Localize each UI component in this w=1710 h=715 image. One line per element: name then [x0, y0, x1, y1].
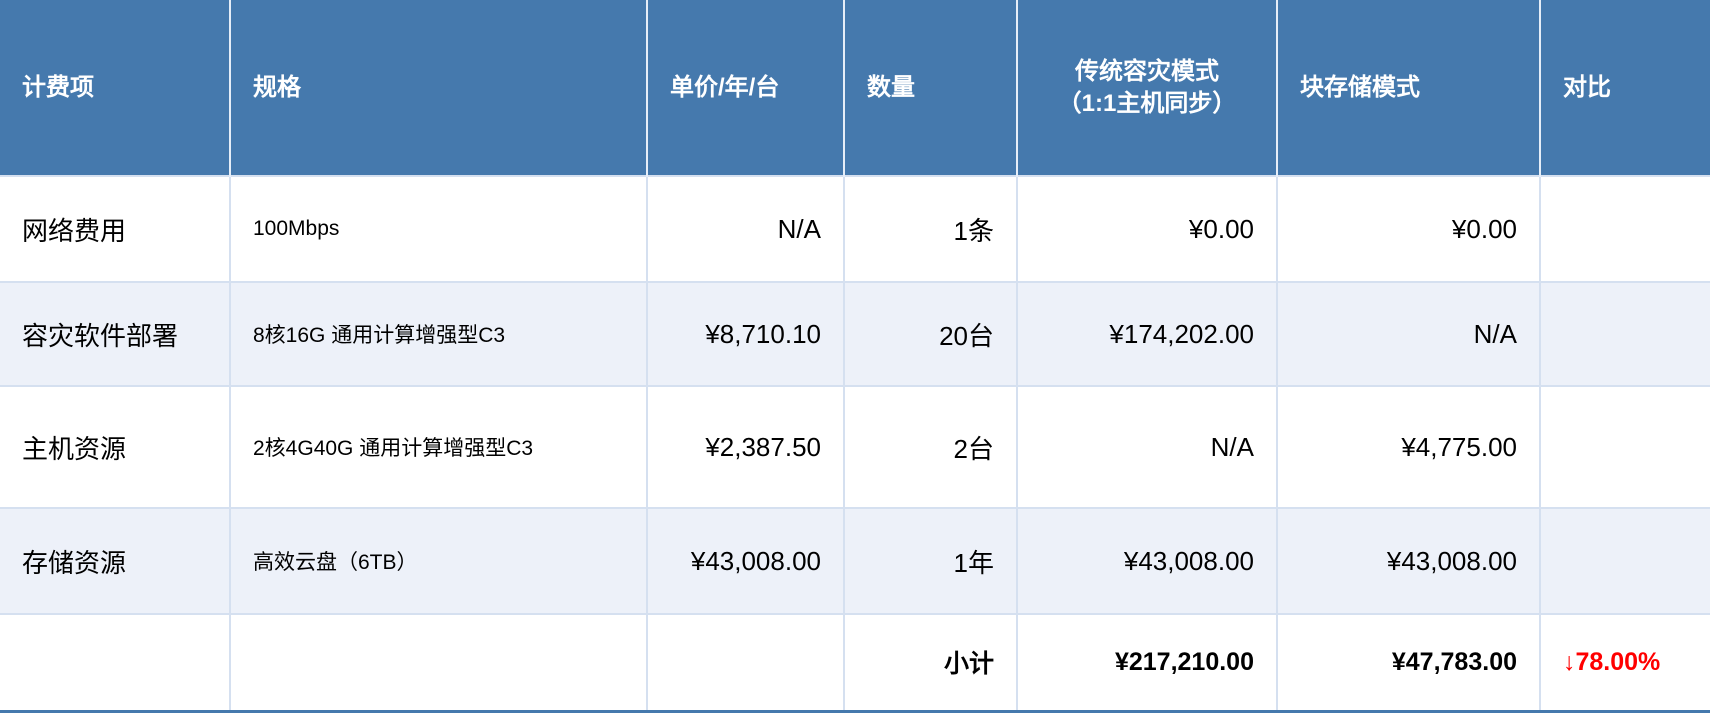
cell-traditional: ¥43,008.00 [1017, 507, 1278, 614]
table-row: 容灾软件部署 8核16G 通用计算增强型C3 ¥8,710.10 20台 ¥17… [0, 281, 1710, 386]
cell-item: 网络费用 [0, 175, 231, 282]
cell-compare [1540, 175, 1710, 282]
cell-block: ¥0.00 [1277, 175, 1541, 282]
subtotal-traditional: ¥217,210.00 [1017, 613, 1278, 713]
table-row: 主机资源 2核4G40G 通用计算增强型C3 ¥2,387.50 2台 N/A … [0, 385, 1710, 508]
header-traditional-line2: （1:1主机同步） [1057, 89, 1237, 117]
cell-item: 存储资源 [0, 507, 231, 614]
header-price: 单价/年/台 [647, 0, 845, 176]
table-row: 存储资源 高效云盘（6TB） ¥43,008.00 1年 ¥43,008.00 … [0, 507, 1710, 614]
cell-compare [1540, 385, 1710, 508]
subtotal-compare: ↓78.00% [1540, 613, 1710, 713]
cell-spec: 100Mbps [230, 175, 648, 282]
header-row: 计费项 规格 单价/年/台 数量 传统容灾模式 （1:1主机同步） 块存储模式 对… [0, 0, 1710, 176]
subtotal-label: 小计 [844, 613, 1018, 713]
cell-qty: 1条 [844, 175, 1018, 282]
subtotal-block: ¥47,783.00 [1277, 613, 1541, 713]
header-traditional: 传统容灾模式 （1:1主机同步） [1017, 0, 1278, 176]
header-item: 计费项 [0, 0, 231, 176]
header-block: 块存储模式 [1277, 0, 1541, 176]
header-spec: 规格 [230, 0, 648, 176]
cell-spec: 8核16G 通用计算增强型C3 [230, 281, 648, 386]
cell-qty: 2台 [844, 385, 1018, 508]
cell-compare [1540, 507, 1710, 614]
cell-qty: 20台 [844, 281, 1018, 386]
cell-compare [1540, 281, 1710, 386]
cell-empty [0, 613, 231, 713]
cell-traditional: ¥174,202.00 [1017, 281, 1278, 386]
header-qty: 数量 [844, 0, 1018, 176]
cell-qty: 1年 [844, 507, 1018, 614]
header-traditional-line1: 传统容灾模式 [1075, 57, 1219, 85]
cell-block: ¥4,775.00 [1277, 385, 1541, 508]
cell-spec: 高效云盘（6TB） [230, 507, 648, 614]
cell-price: ¥8,710.10 [647, 281, 845, 386]
cell-item: 主机资源 [0, 385, 231, 508]
cell-item: 容灾软件部署 [0, 281, 231, 386]
cell-empty [647, 613, 845, 713]
subtotal-row: 小计 ¥217,210.00 ¥47,783.00 ↓78.00% [0, 613, 1710, 713]
cell-traditional: N/A [1017, 385, 1278, 508]
table-row: 网络费用 100Mbps N/A 1条 ¥0.00 ¥0.00 [0, 175, 1710, 282]
cell-block: N/A [1277, 281, 1541, 386]
cell-price: N/A [647, 175, 845, 282]
cell-empty [230, 613, 648, 713]
header-compare: 对比 [1540, 0, 1710, 176]
cell-spec: 2核4G40G 通用计算增强型C3 [230, 385, 648, 508]
cell-price: ¥43,008.00 [647, 507, 845, 614]
cell-block: ¥43,008.00 [1277, 507, 1541, 614]
cell-price: ¥2,387.50 [647, 385, 845, 508]
cell-traditional: ¥0.00 [1017, 175, 1278, 282]
